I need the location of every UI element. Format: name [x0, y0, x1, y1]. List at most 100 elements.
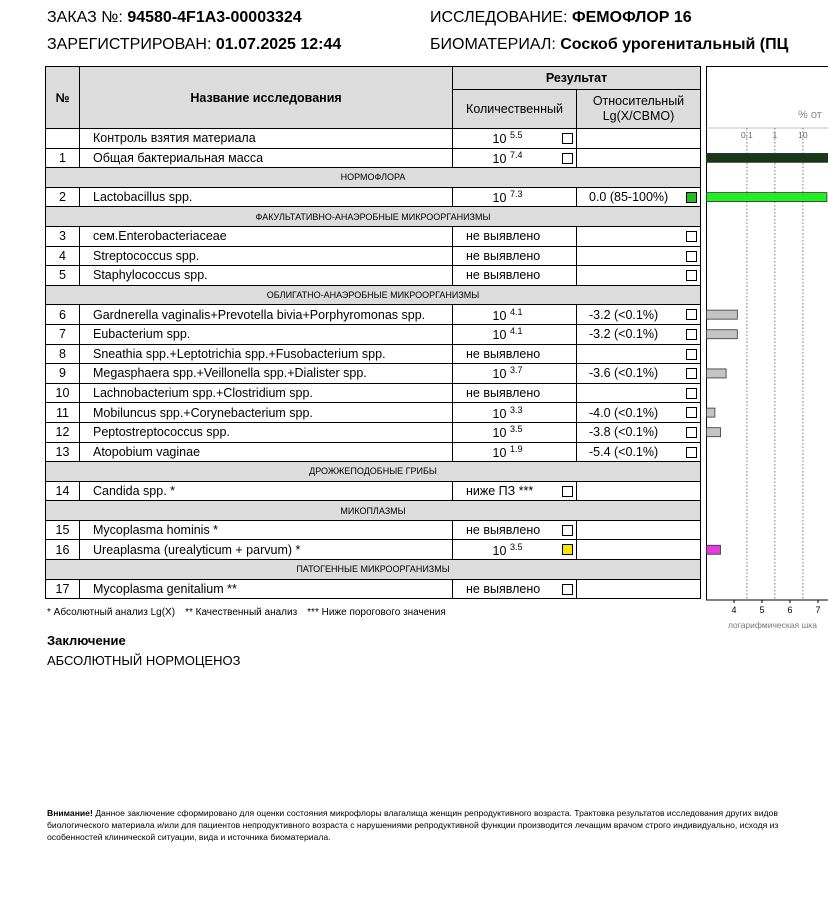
quantity-exponent: 3.7 [509, 365, 523, 376]
quantity-base: 10 [492, 406, 507, 421]
relative [575, 245, 702, 267]
order-value: 94580-4F1A3-00003324 [127, 9, 302, 26]
section-row: ОБЛИГАТНО-АНАЭРОБНЫЕ МИКРООРГАНИЗМЫ [44, 284, 702, 306]
warning: Внимание! Данное заключение сформировано… [47, 807, 787, 843]
quantity-base: 10 [492, 328, 507, 343]
relative-flag [686, 407, 698, 419]
header-quantitative: Количественный [452, 89, 577, 129]
relative-flag [686, 191, 698, 203]
header-relative: Относительный Lg(X/СВМО) [575, 89, 702, 129]
test-name: Lachnobacterium spp.+Clostridium spp. [79, 382, 453, 404]
relative: -5.4 (<0.1%) [575, 441, 702, 463]
data-row: 6 Gardnerella vaginalis+Prevotella bivia+… [45, 304, 702, 325]
test-name: Mobiluncus spp.+Corynebacterium spp. [79, 402, 453, 423]
data-row: 8 Sneathia spp.+Leptotrichia spp.+Fusobac… [45, 343, 702, 365]
relative-flag [686, 368, 698, 380]
data-row: 11 Mobiluncus spp.+Corynebacterium spp. 10… [45, 402, 702, 423]
relative-flag [686, 250, 698, 262]
quantity-base: 10 [492, 151, 507, 166]
data-row: 12 Peptostreptococcus spp. 10 3.5 -3.8 (<0.… [45, 421, 702, 443]
section-row: МИКОПЛАЗМЫ [44, 500, 702, 521]
data-row: 3 сем.Enterobacteriaceae не выявлено [45, 225, 702, 247]
biomaterial-label: БИОМАТЕРИАЛ: [430, 36, 556, 53]
test-name: Eubacterium spp. [79, 323, 453, 345]
relative [575, 147, 702, 169]
quantity-flag [562, 583, 573, 595]
quantity-base: 10 [492, 132, 507, 147]
quantity-flag [562, 544, 573, 556]
relative-flag [686, 309, 698, 321]
results-table: № Название исследования Результат Количест… [44, 66, 702, 600]
relative: -3.2 (<0.1%) [575, 304, 702, 325]
row-number: 10 [45, 382, 80, 404]
bar [706, 309, 738, 320]
data-row: 5 Staphylococcus spp. не выявлено [45, 265, 702, 286]
percent-tick-label: 0.1 [741, 130, 753, 140]
conclusion-text: АБСОЛЮТНЫЙ НОРМОЦЕНОЗ [47, 653, 241, 668]
footnote: *** Ниже порогового значения [307, 607, 446, 618]
biomaterial-value: Соскоб урогенитальный (ПЦ [560, 36, 789, 53]
bar [706, 329, 738, 340]
test-name: Общая бактериальная масса [79, 147, 453, 169]
quantity-flag [562, 133, 573, 144]
warning-label: Внимание! [47, 808, 93, 818]
quantity-base: 10 [492, 191, 507, 206]
section-title: ОБЛИГАТНО-АНАЭРОБНЫЕ МИКРООРГАНИЗМЫ [44, 284, 702, 306]
relative-flag [686, 328, 698, 340]
data-row: 9 Megasphaera spp.+Veillonella spp.+Diali… [45, 363, 702, 384]
registered-value: 01.07.2025 12:44 [215, 36, 342, 53]
warning-text: Данное заключение сформировано для оценк… [47, 808, 779, 842]
axis-label: логарифмическая шка [728, 620, 817, 630]
quantity-base: 10 [492, 367, 507, 382]
x-tick-label: 4 [731, 605, 736, 615]
row-number: 3 [45, 225, 80, 247]
quantity: 10 3.5 [452, 421, 577, 443]
header-number: № [45, 66, 80, 129]
bar [706, 152, 828, 163]
row-number: 4 [45, 245, 80, 267]
section-title: ФАКУЛЬТАТИВНО-АНАЭРОБНЫЕ МИКРООРГАНИЗМЫ [44, 206, 702, 227]
relative [575, 343, 702, 365]
relative [575, 225, 702, 247]
row-number: 11 [45, 402, 80, 423]
quantity-flag [562, 152, 573, 164]
header-result: Результат [451, 66, 702, 90]
quantity-exponent: 4.1 [509, 306, 523, 317]
study-label: ИССЛЕДОВАНИЕ: [430, 9, 568, 26]
row-number: 12 [45, 421, 80, 443]
log-scale: % от0.111014567логарифмическая шка [706, 66, 828, 630]
quantity-base: 10 [492, 426, 507, 441]
relative-flag [686, 348, 698, 360]
section-title: МИКОПЛАЗМЫ [44, 500, 702, 521]
x-tick-label: 5 [759, 605, 764, 615]
test-name: Staphylococcus spp. [79, 265, 453, 286]
quantity: не выявлено [452, 382, 577, 404]
relative [575, 539, 702, 561]
quantity: не выявлено [452, 578, 577, 600]
footnote: * Абсолютный анализ Lg(X) [47, 607, 176, 618]
quantity: не выявлено [452, 519, 577, 541]
x-tick-label: 6 [787, 605, 792, 615]
relative [575, 128, 702, 149]
test-name: Gardnerella vaginalis+Prevotella bivia+P… [79, 304, 453, 325]
quantity-base: 10 [492, 308, 507, 323]
test-name: Контроль взятия материала [79, 128, 453, 149]
registered: ЗАРЕГИСТРИРОВАН: 01.07.2025 12:44 [47, 36, 341, 54]
test-name: сем.Enterobacteriaceae [79, 225, 453, 247]
quantity-exponent: 3.5 [509, 541, 523, 552]
relative-flag [686, 230, 698, 242]
data-row: 1 Общая бактериальная масса 10 7.4 [45, 147, 702, 169]
data-row: 14 Candida spp. * ниже ПЗ *** [45, 480, 702, 502]
data-row: 17 Mycoplasma genitalium ** не выявлено [45, 578, 702, 600]
quantity-exponent: 7.3 [509, 189, 523, 200]
relative: -4.0 (<0.1%) [575, 402, 702, 423]
relative-flag [686, 387, 698, 399]
bar [706, 427, 721, 438]
row-number: 9 [45, 363, 80, 384]
quantity: не выявлено [452, 245, 577, 267]
percent-tick-label: 10 [798, 130, 808, 140]
bar [706, 368, 727, 379]
quantity: 10 3.7 [452, 363, 577, 384]
relative [575, 578, 702, 600]
quantity: 10 5.5 [452, 128, 577, 149]
